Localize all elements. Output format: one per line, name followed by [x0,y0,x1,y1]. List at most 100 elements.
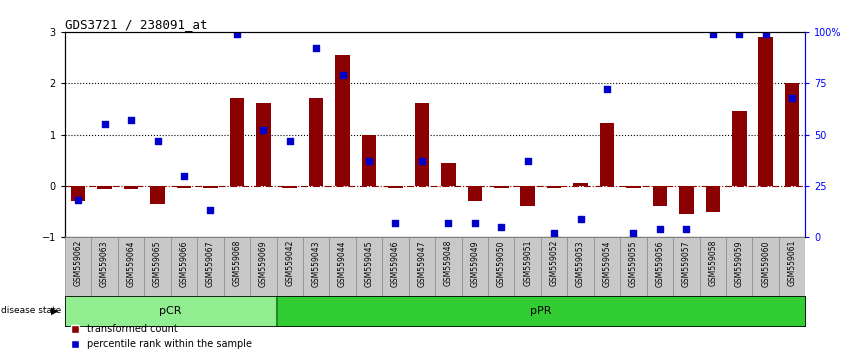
Point [547,230,561,236]
Bar [303,237,329,296]
Bar [673,237,700,296]
Point [759,31,772,37]
Point [256,127,270,133]
Bar [145,237,171,296]
Bar [356,237,382,296]
Bar [276,237,303,296]
Bar [118,237,145,296]
Text: GSM559052: GSM559052 [550,240,559,286]
Point [204,208,217,213]
Bar [567,237,594,296]
Bar [462,237,488,296]
Point [468,220,481,225]
Text: disease state: disease state [1,306,61,315]
Bar [435,237,462,296]
Bar [256,103,270,186]
Point [520,158,534,164]
Bar [65,237,92,296]
Bar [124,186,139,189]
Bar [647,237,673,296]
Bar [541,237,567,296]
Bar [785,83,799,186]
Text: GSM559053: GSM559053 [576,240,585,287]
Bar [150,186,165,204]
Text: GSM559058: GSM559058 [708,240,717,286]
Bar [620,237,647,296]
Text: GSM559066: GSM559066 [179,240,189,287]
Text: GSM559054: GSM559054 [603,240,611,287]
Point [680,226,694,232]
Bar [97,186,112,189]
Point [336,72,350,78]
Bar [409,237,435,296]
Text: GSM559048: GSM559048 [444,240,453,286]
Text: GSM559055: GSM559055 [629,240,638,287]
Text: GSM559069: GSM559069 [259,240,268,287]
Point [124,117,138,123]
Bar [547,186,561,188]
Text: GSM559042: GSM559042 [285,240,294,286]
Bar [362,135,377,186]
Point [71,198,85,203]
Point [362,158,376,164]
Point [706,31,720,37]
Text: GSM559043: GSM559043 [312,240,320,287]
Bar [309,98,323,186]
Bar [520,186,535,206]
Text: GSM559064: GSM559064 [126,240,136,287]
Text: GSM559056: GSM559056 [656,240,664,287]
Text: GSM559045: GSM559045 [365,240,373,287]
Text: GSM559047: GSM559047 [417,240,426,287]
Bar [759,37,773,186]
Bar [468,186,482,201]
Bar [177,186,191,188]
Bar [700,237,726,296]
Bar [250,237,276,296]
Bar [779,237,805,296]
Bar [441,163,456,186]
Text: GSM559065: GSM559065 [153,240,162,287]
Point [177,173,191,178]
Bar [329,237,356,296]
Bar [514,237,541,296]
Legend: transformed count, percentile rank within the sample: transformed count, percentile rank withi… [70,324,252,349]
Bar [223,237,250,296]
Point [733,31,746,37]
Text: GSM559050: GSM559050 [497,240,506,287]
Text: GSM559067: GSM559067 [206,240,215,287]
Text: GSM559062: GSM559062 [74,240,82,286]
Bar [726,237,753,296]
Bar [732,112,746,186]
Point [573,216,587,222]
Point [442,220,456,225]
Text: GSM559068: GSM559068 [232,240,242,286]
Bar [653,186,667,206]
Point [98,121,112,127]
Text: GSM559063: GSM559063 [100,240,109,287]
Point [627,230,641,236]
Text: GSM559044: GSM559044 [338,240,347,287]
Bar [171,237,197,296]
Text: GSM559059: GSM559059 [734,240,744,287]
Text: GSM559057: GSM559057 [682,240,691,287]
Point [653,226,667,232]
Point [389,220,403,225]
Bar [382,237,409,296]
Bar [573,183,588,186]
Text: GSM559046: GSM559046 [391,240,400,287]
Point [151,138,165,143]
Bar [335,55,350,186]
Bar [204,186,217,188]
Bar [679,186,694,214]
Text: GSM559060: GSM559060 [761,240,770,287]
Text: ▶: ▶ [51,306,59,316]
Point [309,45,323,51]
Bar [626,186,641,188]
Text: GSM559049: GSM559049 [470,240,479,287]
Bar [282,186,297,188]
Point [494,224,508,230]
Bar [594,237,620,296]
Point [600,86,614,92]
Bar [494,186,508,188]
Text: pPR: pPR [530,306,552,316]
